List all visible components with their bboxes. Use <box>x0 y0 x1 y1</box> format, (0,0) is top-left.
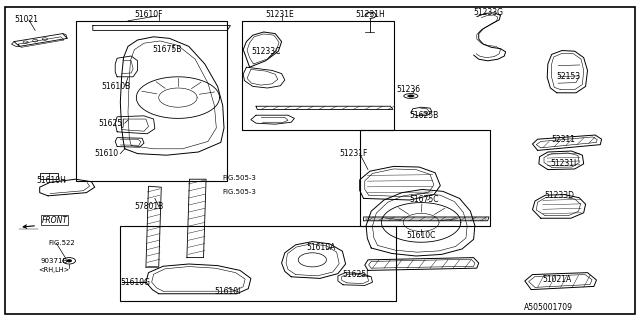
Text: 52311: 52311 <box>552 135 576 144</box>
Text: 51610: 51610 <box>95 149 119 158</box>
Text: 51610I: 51610I <box>214 287 241 296</box>
Text: 51231F: 51231F <box>339 149 367 158</box>
Text: 51610B: 51610B <box>101 82 131 91</box>
Text: 57801B: 57801B <box>134 202 164 211</box>
Text: 51233G: 51233G <box>474 8 504 17</box>
Text: 51675B: 51675B <box>152 45 182 54</box>
Text: FIG.522: FIG.522 <box>48 240 75 246</box>
Text: <RH,LH>: <RH,LH> <box>38 268 70 273</box>
Ellipse shape <box>408 95 414 97</box>
Text: 51610A: 51610A <box>306 243 335 252</box>
Text: A505001709: A505001709 <box>524 303 573 312</box>
Bar <box>40 173 58 179</box>
Bar <box>360 130 490 226</box>
Text: 51610F: 51610F <box>134 10 163 19</box>
Text: 51625J: 51625J <box>98 119 124 128</box>
Text: 51233C: 51233C <box>252 47 281 56</box>
Text: FIG.505-3: FIG.505-3 <box>223 175 257 180</box>
Text: 51610C: 51610C <box>406 231 436 240</box>
Text: 51231I: 51231I <box>550 159 577 168</box>
Text: FRONT: FRONT <box>42 216 68 225</box>
Bar <box>76 21 227 181</box>
Text: 51610G: 51610G <box>120 278 150 287</box>
Text: 51625B: 51625B <box>410 111 439 120</box>
Text: 51231E: 51231E <box>266 10 294 19</box>
Text: 51231H: 51231H <box>355 10 385 19</box>
Text: 90371B: 90371B <box>40 258 68 264</box>
Bar <box>120 226 396 301</box>
Bar <box>242 21 394 130</box>
Text: 52153: 52153 <box>557 72 581 81</box>
Text: 51675C: 51675C <box>410 196 439 204</box>
Circle shape <box>67 260 72 262</box>
Text: 51610H: 51610H <box>36 176 67 185</box>
Text: 51236: 51236 <box>397 85 421 94</box>
Text: 51233D: 51233D <box>544 191 574 200</box>
Text: 51625L: 51625L <box>342 270 371 279</box>
Text: 51021A: 51021A <box>543 275 572 284</box>
Text: FIG.505-3: FIG.505-3 <box>223 189 257 195</box>
Text: 51021: 51021 <box>14 15 38 24</box>
